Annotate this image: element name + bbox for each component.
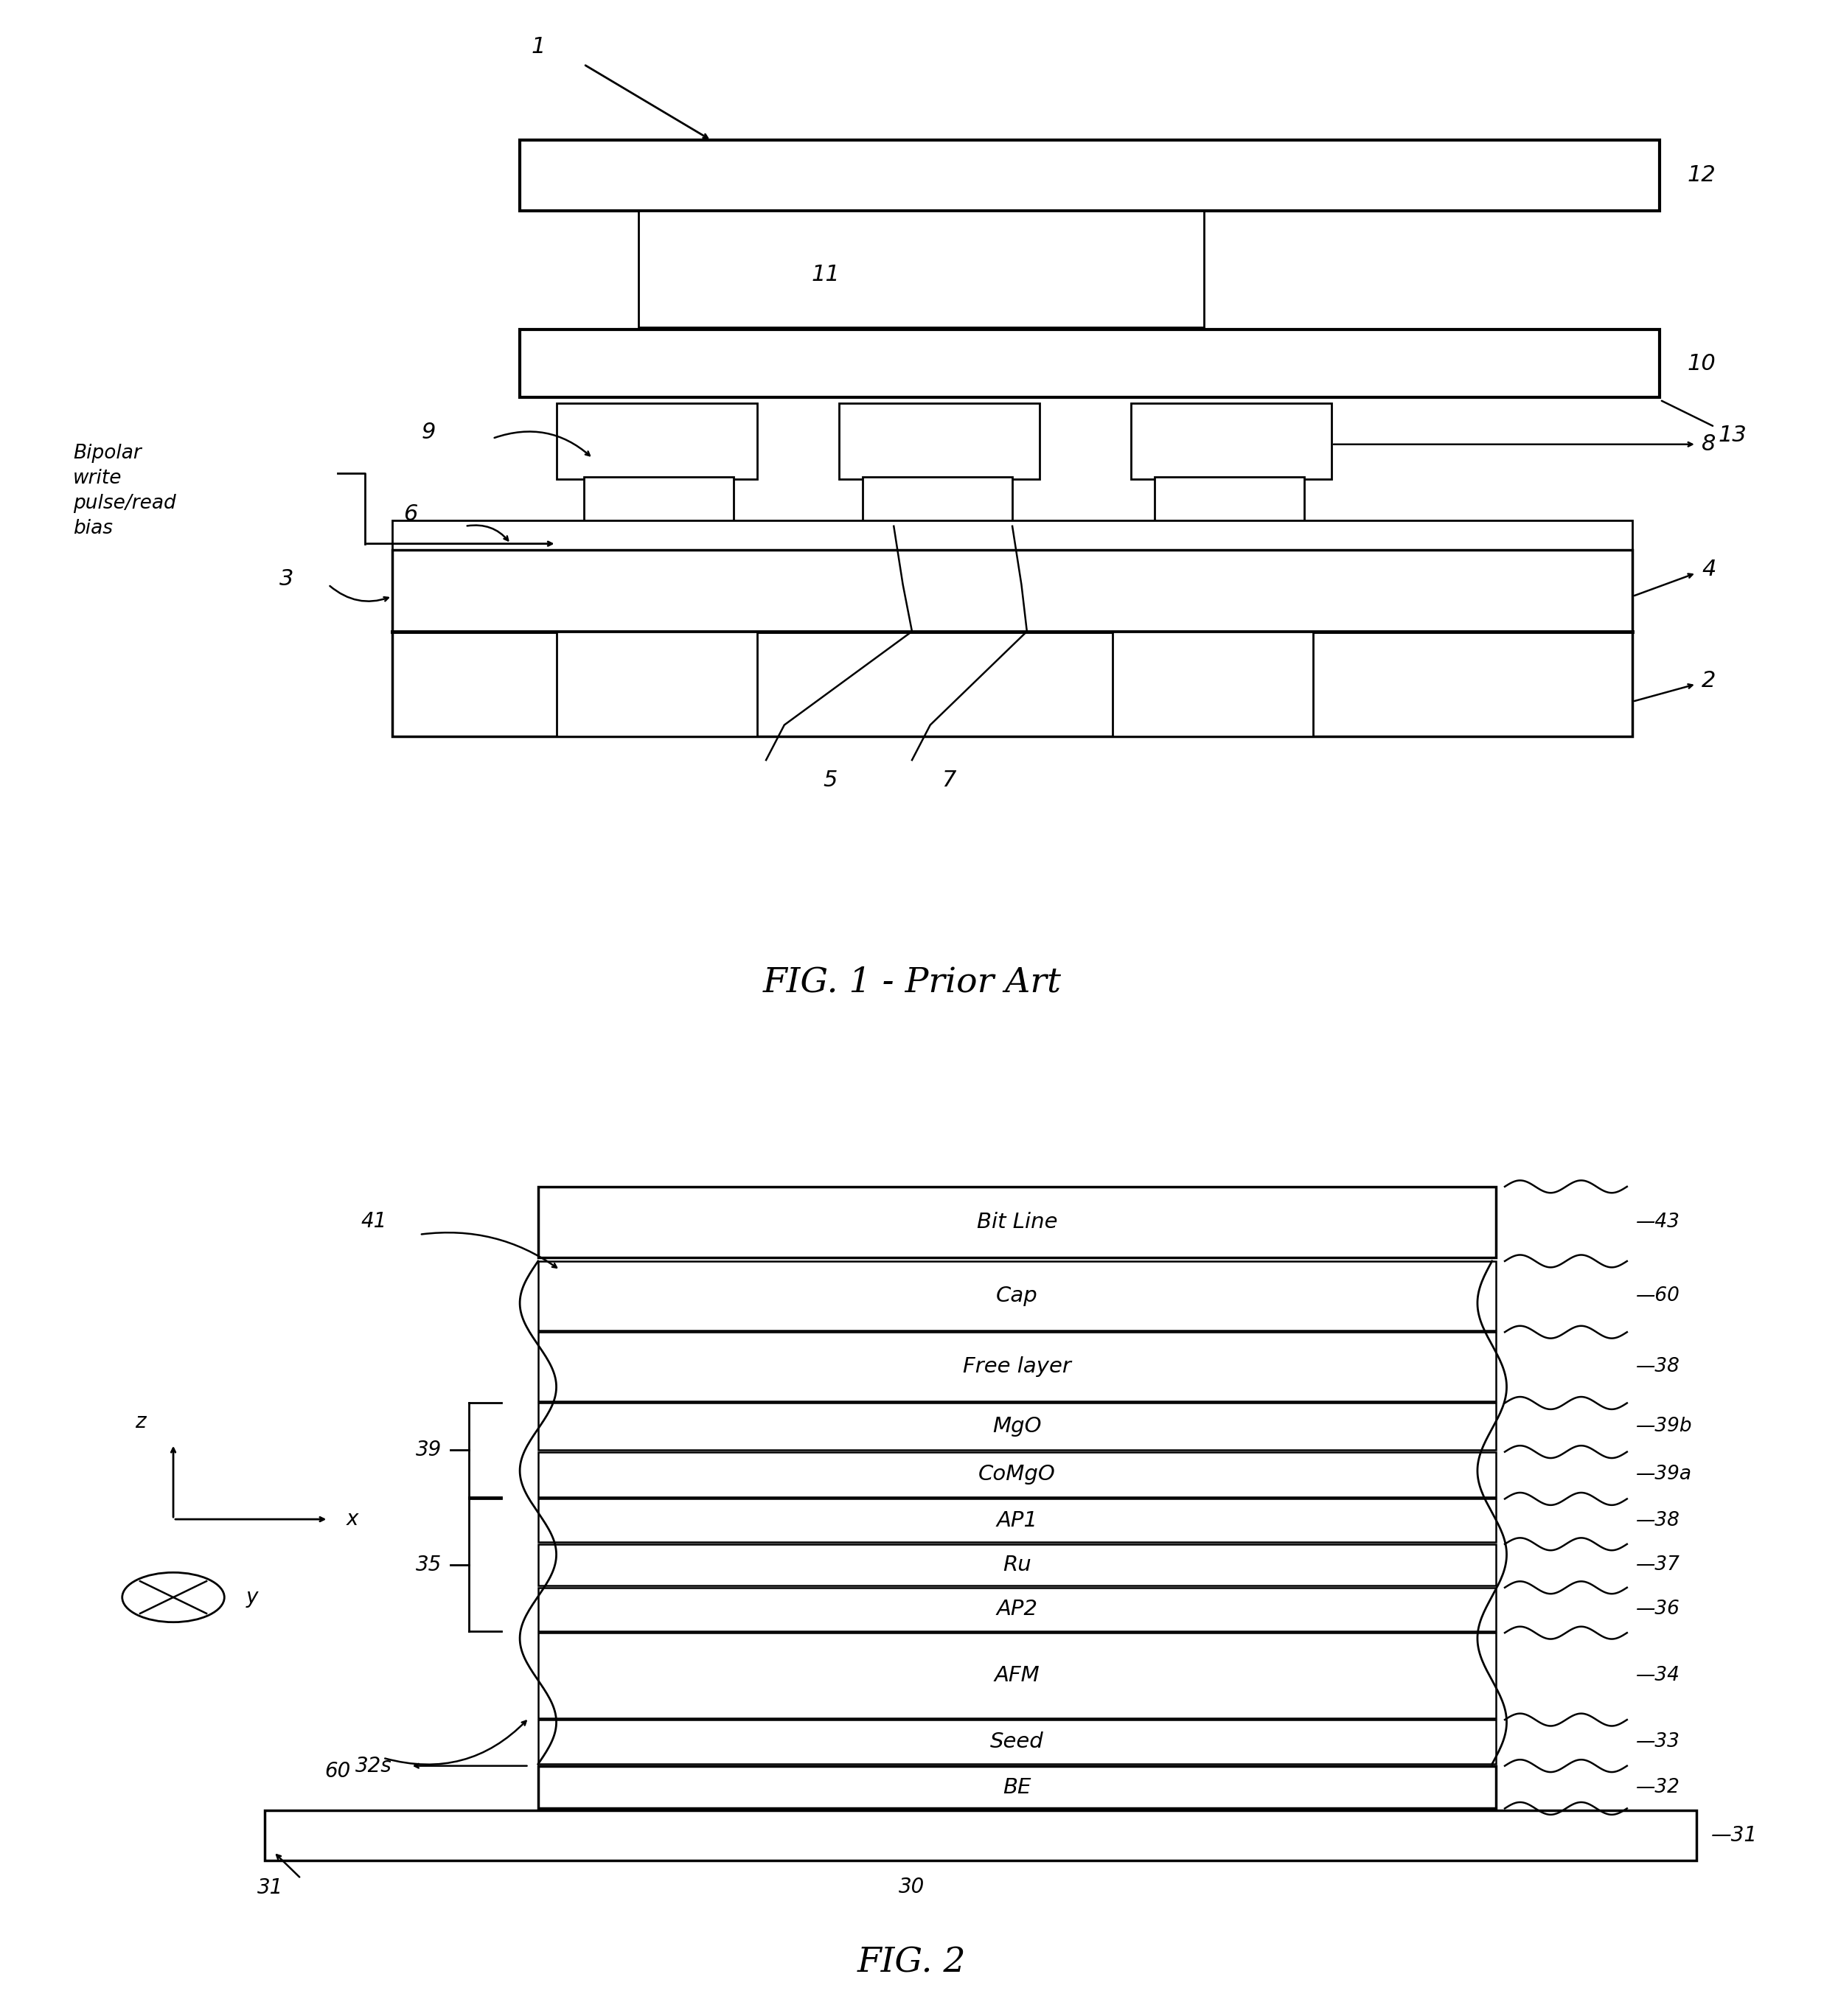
- Text: FIG. 1 - Prior Art: FIG. 1 - Prior Art: [762, 966, 1062, 998]
- Text: z: z: [135, 1411, 146, 1431]
- Bar: [538, 1187, 1496, 1258]
- Bar: [392, 550, 1632, 736]
- Text: —43: —43: [1636, 1212, 1680, 1232]
- Text: —60: —60: [1636, 1286, 1680, 1304]
- Text: Ru: Ru: [1003, 1554, 1031, 1574]
- Text: 3: 3: [279, 569, 294, 589]
- Text: Cap: Cap: [996, 1286, 1038, 1306]
- Bar: [538, 1262, 1496, 1331]
- Text: 31: 31: [257, 1877, 283, 1897]
- Bar: [538, 1587, 1496, 1631]
- Text: Free layer: Free layer: [963, 1357, 1071, 1377]
- Text: 4: 4: [1702, 558, 1716, 581]
- Text: —38: —38: [1636, 1357, 1680, 1377]
- Bar: [520, 331, 1660, 397]
- Text: AP1: AP1: [996, 1510, 1038, 1530]
- Bar: [711, 210, 821, 317]
- Text: FIG. 2: FIG. 2: [857, 1945, 967, 1980]
- Bar: [264, 1810, 1696, 1861]
- Text: —37: —37: [1636, 1556, 1680, 1574]
- Bar: [1113, 631, 1313, 736]
- Text: Bipolar
write
pulse/read
bias: Bipolar write pulse/read bias: [73, 444, 175, 538]
- Bar: [863, 478, 1012, 526]
- Text: 11: 11: [812, 264, 841, 286]
- Bar: [538, 1633, 1496, 1718]
- Text: —36: —36: [1636, 1601, 1680, 1619]
- Text: 5: 5: [823, 770, 837, 790]
- Text: 30: 30: [899, 1877, 925, 1897]
- Text: 1: 1: [531, 36, 545, 58]
- Text: Seed: Seed: [990, 1732, 1043, 1752]
- Bar: [538, 1720, 1496, 1764]
- Text: x: x: [347, 1508, 359, 1530]
- Bar: [556, 631, 757, 736]
- Text: —39a: —39a: [1636, 1466, 1693, 1484]
- Bar: [711, 310, 1131, 317]
- Text: —39b: —39b: [1636, 1417, 1693, 1435]
- Bar: [1155, 478, 1304, 526]
- Bar: [538, 1403, 1496, 1450]
- Text: 41: 41: [361, 1212, 387, 1232]
- Bar: [538, 1452, 1496, 1498]
- Bar: [520, 141, 1660, 210]
- Text: —33: —33: [1636, 1732, 1680, 1752]
- Bar: [839, 403, 1040, 480]
- Text: 6: 6: [403, 504, 418, 526]
- Bar: [821, 210, 839, 317]
- Text: 2: 2: [1702, 669, 1716, 691]
- Bar: [392, 520, 1632, 554]
- Text: —38: —38: [1636, 1512, 1680, 1530]
- Text: —34: —34: [1636, 1665, 1680, 1685]
- Text: AFM: AFM: [994, 1665, 1040, 1685]
- Bar: [803, 1810, 1021, 1861]
- Bar: [638, 210, 1204, 327]
- Text: AP2: AP2: [996, 1599, 1038, 1619]
- Text: 60: 60: [325, 1760, 350, 1782]
- Text: 12: 12: [1687, 165, 1716, 185]
- Text: y: y: [246, 1587, 259, 1607]
- Text: BE: BE: [1003, 1776, 1031, 1798]
- Text: 8: 8: [1702, 433, 1716, 456]
- Bar: [584, 478, 733, 526]
- Text: Bit Line: Bit Line: [976, 1212, 1058, 1232]
- Bar: [538, 1498, 1496, 1542]
- Bar: [556, 403, 757, 480]
- Text: MgO: MgO: [992, 1417, 1042, 1437]
- Text: 35: 35: [416, 1554, 441, 1574]
- Text: 32s: 32s: [356, 1756, 392, 1776]
- Bar: [1131, 403, 1332, 480]
- Text: 10: 10: [1687, 353, 1716, 375]
- Text: 39: 39: [416, 1439, 441, 1460]
- Text: —31: —31: [1711, 1824, 1757, 1847]
- Bar: [538, 1766, 1496, 1808]
- Text: 9: 9: [421, 421, 436, 444]
- Text: 13: 13: [1718, 423, 1747, 446]
- Text: —32: —32: [1636, 1778, 1680, 1796]
- Bar: [538, 1333, 1496, 1401]
- Bar: [538, 1544, 1496, 1587]
- Text: 7: 7: [941, 770, 956, 790]
- Text: CoMgO: CoMgO: [978, 1464, 1056, 1484]
